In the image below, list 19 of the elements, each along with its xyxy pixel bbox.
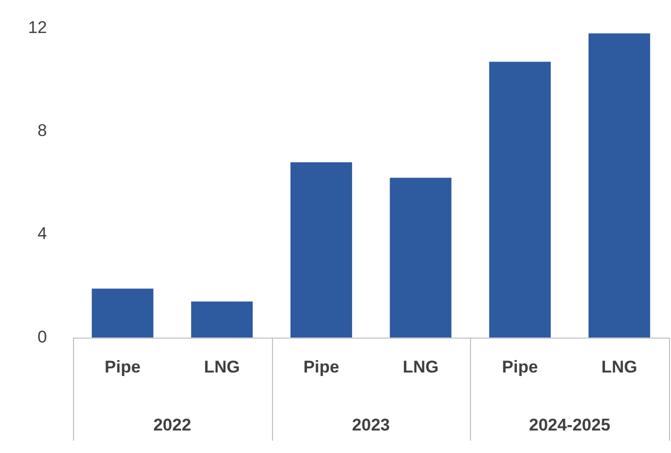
x-tick-label: Pipe xyxy=(502,357,538,376)
x-tick-label: Pipe xyxy=(303,357,340,376)
x-tick-label: LNG xyxy=(402,357,439,376)
text: 2022 xyxy=(153,415,192,434)
text: 2024-2025 xyxy=(528,415,610,434)
bar xyxy=(290,162,352,338)
bar xyxy=(588,33,650,338)
bar xyxy=(390,178,452,338)
bar xyxy=(489,62,551,338)
y-tick-label: 8 xyxy=(37,121,47,140)
y-tick-label: 0 xyxy=(37,327,47,346)
y-tick-label: 4 xyxy=(37,224,47,244)
x-tick-label: LNG xyxy=(204,357,240,376)
text: 2023 xyxy=(352,415,390,434)
bar xyxy=(191,302,253,338)
x-tick-label: Pipe xyxy=(104,357,141,376)
y-tick-label: 12 xyxy=(28,18,47,37)
bar xyxy=(92,288,154,338)
x-tick-label: LNG xyxy=(601,357,638,376)
